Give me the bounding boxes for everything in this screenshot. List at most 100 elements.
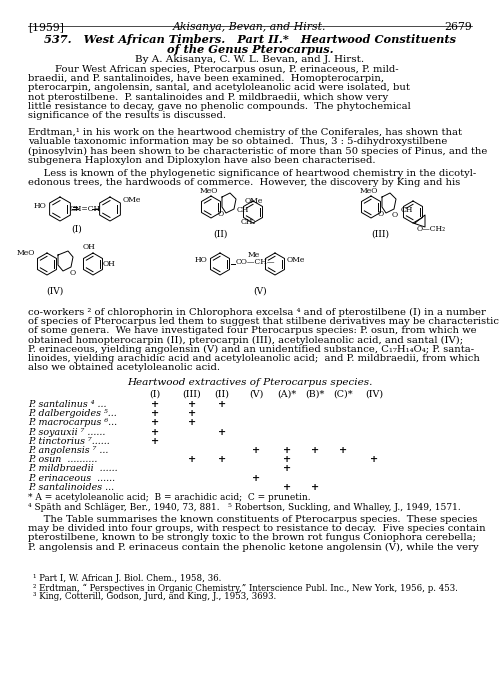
Text: +: + bbox=[151, 409, 159, 418]
Text: +: + bbox=[311, 446, 319, 455]
Text: O—CH₂: O—CH₂ bbox=[417, 225, 446, 233]
Text: edonous trees, the hardwoods of commerce.  However, the discovery by King and hi: edonous trees, the hardwoods of commerce… bbox=[28, 178, 460, 187]
Text: Erdtman,¹ in his work on the heartwood chemistry of the Coniferales, has shown t: Erdtman,¹ in his work on the heartwood c… bbox=[28, 128, 462, 137]
Text: (III): (III) bbox=[371, 230, 389, 239]
Text: Less is known of the phylogenetic significance of heartwood chemistry in the dic: Less is known of the phylogenetic signif… bbox=[28, 169, 476, 178]
Text: O: O bbox=[378, 210, 384, 218]
Text: of species of Pterocarpus led them to suggest that stilbene derivatives may be c: of species of Pterocarpus led them to su… bbox=[28, 317, 499, 326]
Text: OMe: OMe bbox=[123, 196, 142, 204]
Text: little resistance to decay, gave no phenolic compounds.  The phytochemical: little resistance to decay, gave no phen… bbox=[28, 102, 411, 111]
Text: O: O bbox=[218, 210, 224, 218]
Text: P. tinctorius ⁷......: P. tinctorius ⁷...... bbox=[28, 437, 110, 446]
Text: MeO: MeO bbox=[200, 187, 218, 195]
Text: By A. Akisanya, C. W. L. Bevan, and J. Hirst.: By A. Akisanya, C. W. L. Bevan, and J. H… bbox=[136, 55, 364, 64]
Text: CO—CH—: CO—CH— bbox=[236, 258, 276, 266]
Text: OH: OH bbox=[103, 260, 116, 268]
Text: +: + bbox=[151, 428, 159, 437]
Text: O: O bbox=[70, 269, 76, 277]
Text: (IV): (IV) bbox=[365, 390, 383, 399]
Text: (IV): (IV) bbox=[46, 287, 64, 296]
Text: HO: HO bbox=[33, 202, 46, 210]
Text: P. mildbraedii  ......: P. mildbraedii ...... bbox=[28, 464, 118, 473]
Text: +: + bbox=[218, 455, 226, 464]
Text: P. soyauxii ⁷ ......: P. soyauxii ⁷ ...... bbox=[28, 428, 106, 437]
Text: OMe: OMe bbox=[245, 197, 264, 205]
Text: The Table summarises the known constituents of Pterocarpus species.  These speci: The Table summarises the known constitue… bbox=[28, 515, 477, 524]
Text: +: + bbox=[188, 455, 196, 464]
Text: +: + bbox=[283, 464, 291, 473]
Text: CH: CH bbox=[237, 206, 250, 214]
Text: +: + bbox=[188, 400, 196, 409]
Text: (II): (II) bbox=[213, 230, 227, 239]
Text: +: + bbox=[283, 483, 291, 492]
Text: CH: CH bbox=[401, 206, 413, 214]
Text: obtained homopterocarpin (II), pterocarpin (III), acetyloleanolic acid, and sant: obtained homopterocarpin (II), pterocarp… bbox=[28, 335, 463, 345]
Text: +: + bbox=[151, 418, 159, 427]
Text: of some genera.  We have investigated four Pterocarpus species: P. osun, from wh: of some genera. We have investigated fou… bbox=[28, 327, 476, 335]
Text: (I): (I) bbox=[72, 225, 83, 234]
Text: pterostilbene, known to be strongly toxic to the brown rot fungus Coniophora cer: pterostilbene, known to be strongly toxi… bbox=[28, 534, 476, 543]
Text: P. macrocarpus ⁶...: P. macrocarpus ⁶... bbox=[28, 418, 117, 427]
Text: P. angolensis ⁷ ...: P. angolensis ⁷ ... bbox=[28, 446, 108, 455]
Text: HO: HO bbox=[194, 256, 207, 264]
Text: +: + bbox=[252, 446, 260, 455]
Text: CH₂: CH₂ bbox=[241, 218, 256, 226]
Text: (pinosylvin) has been shown to be characteristic of more than 50 species of Pinu: (pinosylvin) has been shown to be charac… bbox=[28, 147, 487, 155]
Text: +: + bbox=[188, 409, 196, 418]
Text: P. dalbergoides ⁵...: P. dalbergoides ⁵... bbox=[28, 409, 117, 418]
Text: also we obtained acetyloleanolic acid.: also we obtained acetyloleanolic acid. bbox=[28, 363, 220, 372]
Text: (II): (II) bbox=[214, 390, 230, 399]
Text: CH=CH: CH=CH bbox=[70, 205, 100, 213]
Text: P. erinaceous  ......: P. erinaceous ...... bbox=[28, 473, 115, 483]
Text: +: + bbox=[370, 455, 378, 464]
Text: P. osun  ..........: P. osun .......... bbox=[28, 455, 98, 464]
Text: +: + bbox=[311, 483, 319, 492]
Text: not pterostilbene.  P. santalinoides and P. mildbraedii, which show very: not pterostilbene. P. santalinoides and … bbox=[28, 92, 388, 102]
Text: +: + bbox=[252, 473, 260, 483]
Text: ² Erdtman, “ Perspectives in Organic Chemistry,” Interscience Publ. Inc., New Yo: ² Erdtman, “ Perspectives in Organic Che… bbox=[33, 583, 458, 593]
Text: (I): (I) bbox=[150, 390, 160, 399]
Text: may be divided into four groups, with respect to resistance to decay.  Five spec: may be divided into four groups, with re… bbox=[28, 524, 485, 533]
Text: significance of the results is discussed.: significance of the results is discussed… bbox=[28, 111, 226, 120]
Text: Heartwood extractives of Pterocarpus species.: Heartwood extractives of Pterocarpus spe… bbox=[128, 378, 372, 387]
Text: ³ King, Cotterill, Godson, Jurd, and King, J., 1953, 3693.: ³ King, Cotterill, Godson, Jurd, and Kin… bbox=[33, 592, 276, 602]
Text: O: O bbox=[392, 211, 398, 219]
Text: (B)*: (B)* bbox=[306, 390, 324, 399]
Text: subgenera Haploxylon and Diploxylon have also been characterised.: subgenera Haploxylon and Diploxylon have… bbox=[28, 155, 376, 164]
Text: [1959]: [1959] bbox=[28, 22, 64, 32]
Text: P. erinaceous, yielding angolensin (V) and an unidentified substance, C₁₇H₁₄O₄; : P. erinaceous, yielding angolensin (V) a… bbox=[28, 345, 474, 354]
Text: ⁴ Späth and Schläger, Ber., 1940, 73, 881.   ⁵ Robertson, Suckling, and Whalley,: ⁴ Späth and Schläger, Ber., 1940, 73, 88… bbox=[28, 503, 461, 512]
Text: * A = acetyloleanolic acid;  B = arachidic acid;  C = prunetin.: * A = acetyloleanolic acid; B = arachidi… bbox=[28, 493, 310, 502]
Text: Akisanya, Bevan, and Hirst.: Akisanya, Bevan, and Hirst. bbox=[174, 22, 327, 32]
Text: (V): (V) bbox=[253, 287, 267, 296]
Text: P. santalinus ⁴ ...: P. santalinus ⁴ ... bbox=[28, 400, 106, 409]
Text: braedii, and P. santalinoides, have been examined.  Homopterocarpin,: braedii, and P. santalinoides, have been… bbox=[28, 74, 384, 84]
Text: Me: Me bbox=[248, 251, 260, 259]
Text: 537.   West African Timbers.   Part II.*   Heartwood Constituents: 537. West African Timbers. Part II.* Hea… bbox=[44, 34, 456, 45]
Text: linoides, yielding arachidic acid and acetyloleanolic acid;  and P. mildbraedii,: linoides, yielding arachidic acid and ac… bbox=[28, 354, 480, 363]
Text: pterocarpin, angolensin, santal, and acetyloleanolic acid were isolated, but: pterocarpin, angolensin, santal, and ace… bbox=[28, 84, 410, 92]
Text: +: + bbox=[218, 400, 226, 409]
Text: P. santalinoides ...: P. santalinoides ... bbox=[28, 483, 114, 492]
Text: Four West African species, Pterocarpus osun, P. erinaceous, P. mild-: Four West African species, Pterocarpus o… bbox=[55, 65, 398, 74]
Text: +: + bbox=[151, 400, 159, 409]
Text: co-workers ² of chlorophorin in Chlorophora excelsa ⁴ and of pterostilbene (I) i: co-workers ² of chlorophorin in Chloroph… bbox=[28, 308, 486, 317]
Text: 2679: 2679 bbox=[444, 22, 472, 32]
Text: ¹ Part I, W. African J. Biol. Chem., 1958, 36.: ¹ Part I, W. African J. Biol. Chem., 195… bbox=[33, 574, 222, 583]
Text: +: + bbox=[283, 446, 291, 455]
Text: +: + bbox=[151, 437, 159, 446]
Text: (A)*: (A)* bbox=[278, 390, 296, 399]
Text: of the Genus Pterocarpus.: of the Genus Pterocarpus. bbox=[166, 44, 334, 55]
Text: valuable taxonomic information may be so obtained.  Thus, 3 : 5-dihydroxystilben: valuable taxonomic information may be so… bbox=[28, 137, 448, 146]
Text: +: + bbox=[218, 428, 226, 437]
Text: (III): (III) bbox=[182, 390, 202, 399]
Text: OMe: OMe bbox=[287, 256, 306, 264]
Text: +: + bbox=[188, 418, 196, 427]
Text: MeO: MeO bbox=[360, 187, 378, 195]
Text: +: + bbox=[283, 455, 291, 464]
Text: OH: OH bbox=[83, 243, 96, 251]
Text: (C)*: (C)* bbox=[333, 390, 353, 399]
Text: MeO: MeO bbox=[16, 249, 35, 257]
Text: P. angolensis and P. erinaceus contain the phenolic ketone angolensin (V), while: P. angolensis and P. erinaceus contain t… bbox=[28, 543, 478, 552]
Text: (V): (V) bbox=[249, 390, 263, 399]
